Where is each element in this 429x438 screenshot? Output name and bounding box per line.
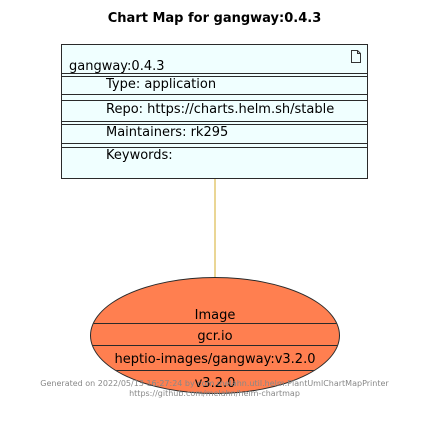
chart-maintainers: Maintainers: rk295 (62, 124, 367, 144)
chart-repo: Repo: https://charts.helm.sh/stable (62, 100, 367, 122)
footer-generated: Generated on 2022/05/13 16:27:24 by com.… (40, 379, 389, 388)
image-header: Image (194, 308, 236, 323)
chart-type: Type: application (62, 76, 367, 95)
image-tag: v3.2.0 (194, 376, 236, 391)
footer: Generated on 2022/05/13 16:27:24 by com.… (0, 379, 429, 399)
chart-keywords: Keywords: (62, 147, 367, 179)
divider (91, 345, 339, 346)
chart-node: gangway:0.4.3 Type: application Repo: ht… (61, 44, 368, 179)
footer-url: https://github.com/melahn/helm-chartmap (129, 389, 300, 398)
document-icon (351, 50, 361, 63)
image-node: Image gcr.io heptio-images/gangway:v3.2.… (90, 277, 340, 394)
diagram-title: Chart Map for gangway:0.4.3 (107, 11, 322, 26)
image-registry: gcr.io (197, 329, 233, 344)
image-repository: heptio-images/gangway:v3.2.0 (114, 352, 316, 367)
chart-name: gangway:0.4.3 (62, 59, 367, 74)
divider (91, 323, 339, 324)
divider (91, 370, 339, 371)
